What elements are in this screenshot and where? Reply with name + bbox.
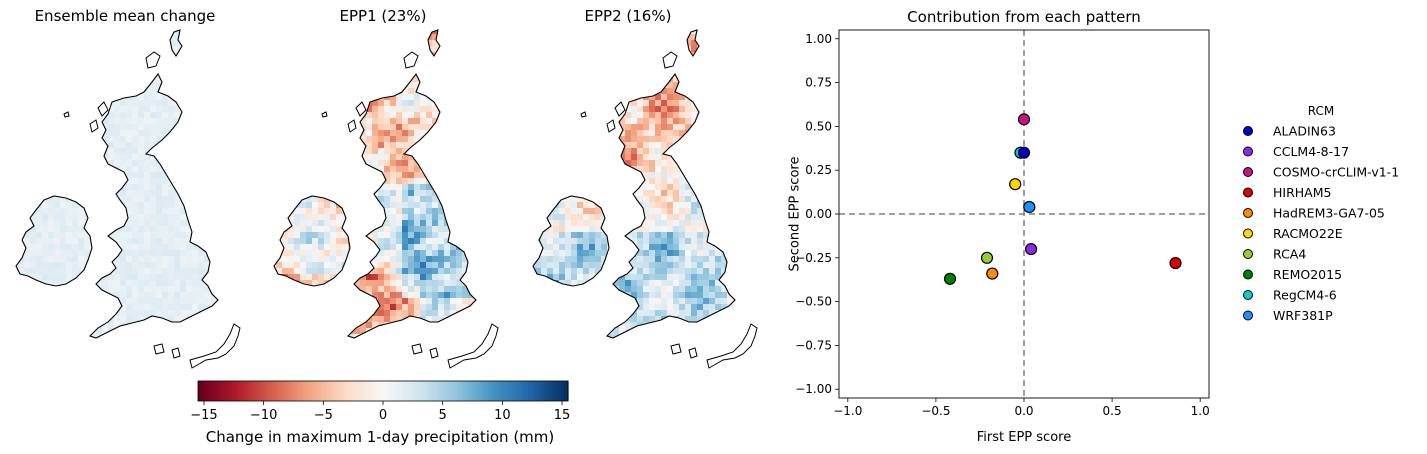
point-hirham5 (1169, 256, 1182, 270)
x-tick-label: 0.0 (1014, 404, 1033, 418)
map-ensemble-mean (15, 29, 241, 369)
legend-marker (1243, 310, 1253, 321)
legend-label: ALADIN63 (1273, 124, 1336, 139)
map-epp1 (273, 29, 499, 369)
legend-marker (1243, 208, 1253, 218)
legend-label: WRF381P (1273, 308, 1333, 323)
colorbar-tick-label: 10 (494, 408, 511, 423)
y-tick-label: 0.75 (805, 76, 832, 90)
point-rca4 (980, 251, 994, 264)
colorbar-label: Change in maximum 1-day precipitation (m… (205, 428, 555, 446)
y-tick-label: 0.50 (805, 119, 832, 133)
legend-label: RCA4 (1273, 247, 1306, 262)
legend-marker (1243, 167, 1253, 177)
point-racmo22e (1009, 178, 1022, 191)
y-tick-label: 1.00 (805, 32, 832, 46)
legend-label: RACMO22E (1273, 226, 1343, 241)
legend-label: RegCM4-6 (1273, 288, 1337, 303)
point-cclm4-8-17 (1024, 242, 1038, 256)
y-tick-label: 0.00 (805, 207, 832, 221)
x-axis-label: First EPP score (977, 430, 1071, 445)
map-title-mean: Ensemble mean change (34, 7, 216, 25)
y-tick-label: −0.25 (795, 251, 832, 265)
y-axis-label: Second EPP score (787, 157, 802, 272)
legend-marker (1243, 146, 1253, 157)
chart-title: Contribution from each pattern (907, 8, 1141, 26)
scatter-chart: Contribution from each pattern First EPP… (787, 8, 1399, 445)
legend-marker (1243, 269, 1253, 280)
map-epp2 (532, 29, 758, 369)
x-tick-label: 1.0 (1191, 404, 1210, 418)
y-tick-label: −0.50 (795, 295, 832, 309)
legend-marker (1243, 249, 1253, 259)
legend-marker (1243, 290, 1253, 300)
legend-title: RCM (1308, 104, 1334, 118)
legend: RCM ALADIN63 CCLM4-8-17 COSMO-crCLIM-v1-1 HI… (1243, 104, 1399, 323)
point-wrf381p (1023, 200, 1036, 214)
map-title-epp2: EPP2 (16%) (584, 7, 672, 25)
colorbar-tick-label: 15 (554, 408, 571, 423)
legend-label: COSMO-crCLIM-v1-1 (1273, 165, 1399, 180)
colorbar-tick-label: −5 (314, 408, 333, 423)
map-title-epp1: EPP1 (23%) (339, 7, 427, 25)
x-tick-label: −1.0 (833, 404, 862, 418)
point-hadrem3-ga7-05 (986, 267, 999, 280)
point-cosmo-crclim-v1-1 (1017, 113, 1031, 126)
colorbar-tick-label: −10 (250, 408, 277, 423)
legend-label: HadREM3-GA7-05 (1273, 206, 1385, 221)
legend-label: CCLM4-8-17 (1273, 144, 1349, 159)
legend-marker (1243, 126, 1253, 136)
colorbar-tick-label: 0 (379, 408, 387, 423)
legend-label: HIRHAM5 (1273, 185, 1331, 200)
legend-marker (1243, 228, 1253, 239)
y-tick-label: −1.00 (795, 382, 832, 396)
plot-area: −1.0 −0.5 0.0 0.5 1.0 1.00 0.75 0.50 0.25 0.00 −0.… (795, 29, 1210, 418)
colorbar-tick-label: 5 (439, 408, 447, 423)
point-remo2015 (943, 272, 957, 285)
uk-maps: −15 −10 −5 0 5 10 15 (15, 29, 758, 423)
legend-label: REMO2015 (1273, 267, 1342, 282)
legend-marker (1243, 187, 1253, 198)
x-tick-label: −0.5 (921, 404, 950, 418)
y-tick-label: 0.25 (805, 163, 832, 177)
colorbar: −15 −10 −5 0 5 10 15 (190, 380, 571, 423)
y-tick-label: −0.75 (795, 338, 832, 352)
point-aladin63 (1017, 146, 1031, 159)
colorbar-tick-label: −15 (190, 408, 217, 423)
x-tick-label: 0.5 (1103, 404, 1122, 418)
